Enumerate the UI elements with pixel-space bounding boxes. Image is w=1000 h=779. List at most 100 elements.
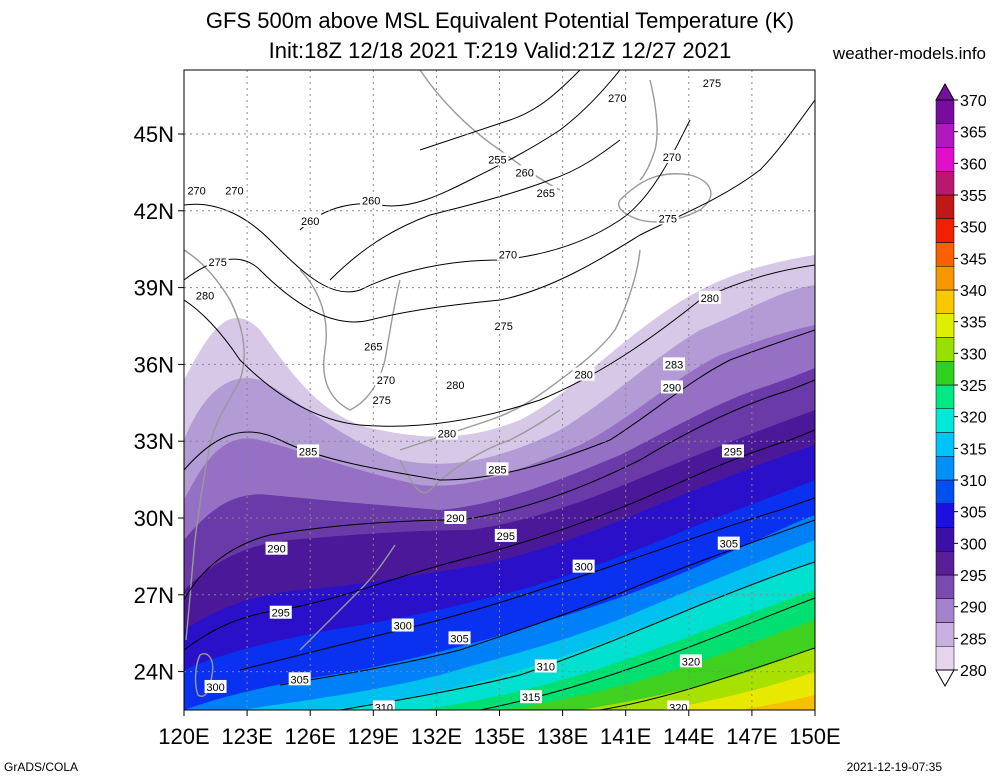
coast-korea xyxy=(299,269,401,411)
footer-timestamp: 2021-12-19-07:35 xyxy=(846,760,942,774)
colorbar-swatch xyxy=(935,598,955,623)
contour-260 xyxy=(299,70,621,231)
coast-hokkaido xyxy=(618,173,712,223)
colorbar-level-label: 340 xyxy=(960,283,987,300)
contour-label-text: 270 xyxy=(377,375,395,387)
contour-label-bg xyxy=(606,91,629,105)
contour-label-text: 305 xyxy=(720,539,738,551)
contour-label-bg xyxy=(444,377,467,391)
contour-label: 280 xyxy=(572,367,595,382)
colorbar-level-label: 320 xyxy=(960,410,987,427)
contour-label-bg xyxy=(700,75,723,89)
colorbar-swatch xyxy=(935,313,955,338)
contour-label-bg xyxy=(667,700,690,710)
contour-label-bg xyxy=(496,247,519,261)
contour-label: 300 xyxy=(204,679,227,694)
coast-japan-south xyxy=(399,409,561,494)
contour-label-text: 295 xyxy=(272,608,290,620)
coast-china xyxy=(184,249,245,641)
contour-label-bg xyxy=(679,654,702,668)
contour-305 xyxy=(279,519,815,686)
contour-label-bg xyxy=(288,672,311,686)
contour-275 xyxy=(184,99,815,323)
contour-300 xyxy=(239,497,815,671)
colorbar-bottom-arrow xyxy=(935,669,955,688)
contour-label-bg xyxy=(269,605,292,619)
contour-label-text: 285 xyxy=(299,446,317,458)
contour-label-bg xyxy=(297,444,320,458)
contour-label: 280 xyxy=(698,290,721,305)
lat-tick-label: 45N xyxy=(134,122,174,147)
contour-label-text: 300 xyxy=(574,562,592,574)
contour-label-text: 315 xyxy=(522,692,540,704)
contour-label-text: 290 xyxy=(446,513,464,525)
lat-tick-label: 36N xyxy=(134,352,174,377)
lon-tick-label: 141E xyxy=(600,724,651,749)
lon-tick-label: 150E xyxy=(789,724,840,749)
contour-label-text: 275 xyxy=(703,78,721,90)
contour-label-text: 270 xyxy=(187,185,205,197)
lon-tick-label: 120E xyxy=(158,724,209,749)
colorbar-level-label: 335 xyxy=(960,315,987,332)
contour-label-bg xyxy=(572,559,595,573)
contour-label-text: 265 xyxy=(537,188,555,200)
contour-label: 270 xyxy=(374,372,397,387)
colorbar-swatch xyxy=(935,622,955,647)
colorbar-swatch xyxy=(935,551,955,576)
contour-label: 255 xyxy=(486,152,509,167)
band-350 xyxy=(740,695,815,710)
grid-lines xyxy=(184,70,815,710)
contour-label: 260 xyxy=(299,214,322,228)
contour-label-bg xyxy=(185,183,208,197)
colorbar-swatch xyxy=(935,242,955,267)
contour-label: 290 xyxy=(444,511,467,525)
contour-290 xyxy=(184,379,815,601)
contour-label-text: 300 xyxy=(206,682,224,694)
lon-tick-label: 129E xyxy=(348,724,399,749)
contour-label: 275 xyxy=(700,75,723,90)
colorbar-swatch xyxy=(935,289,955,314)
contour-label-bg xyxy=(534,185,557,199)
contour-label-text: 310 xyxy=(537,661,555,673)
colorbar-level-label: 290 xyxy=(960,600,987,617)
colorbar-swatch xyxy=(935,194,955,219)
contour-label: 270 xyxy=(606,91,629,105)
contour-label-bg xyxy=(370,393,393,407)
contour-label-text: 295 xyxy=(497,531,515,543)
lat-tick-label: 33N xyxy=(134,429,174,454)
contour-label-text: 320 xyxy=(682,656,700,668)
contour-label-text: 285 xyxy=(488,464,506,476)
contour-label-text: 305 xyxy=(450,633,468,645)
contour-label: 260 xyxy=(360,193,383,208)
lat-tick-label: 27N xyxy=(134,583,174,608)
contour-label: 305 xyxy=(288,672,311,686)
colorbar-swatch xyxy=(935,266,955,291)
colorbar-swatch xyxy=(935,456,955,481)
contour-label: 280 xyxy=(435,426,458,441)
contour-label-bg xyxy=(265,541,288,555)
contour-label-text: 290 xyxy=(267,544,285,556)
map-panel: 270 2702752802602602552602652702752702752… xyxy=(184,70,815,710)
contour-label-text: 275 xyxy=(373,395,391,407)
lat-axis: 24N 27N 30N 33N 36N 39N 42N 45N xyxy=(134,122,184,685)
contour-label: 270 xyxy=(496,247,519,261)
contour-label: 270 xyxy=(223,183,246,197)
contour-lines xyxy=(184,70,815,710)
contour-label-text: 270 xyxy=(608,93,626,105)
contour-label-text: 275 xyxy=(495,321,513,333)
colorbar-level-label: 330 xyxy=(960,346,987,363)
contour-310 xyxy=(339,561,815,710)
contour-label: 315 xyxy=(520,690,543,704)
contour-label-bg xyxy=(698,290,721,304)
contour-label-text: 275 xyxy=(208,257,226,269)
contour-label: 295 xyxy=(269,605,292,620)
contour-label: 305 xyxy=(717,536,740,551)
contour-label-text: 280 xyxy=(446,380,464,392)
colorbar: 280 285 290 295 300 305 310 315 320 325 330 335 340 3… xyxy=(935,82,987,688)
colorbar-level-label: 310 xyxy=(960,473,987,490)
contour-label-text: 260 xyxy=(516,167,534,179)
contour-label-text: 270 xyxy=(225,185,243,197)
colorbar-level-label: 355 xyxy=(960,188,987,205)
contour-label: 283 xyxy=(663,357,686,371)
contour-label-text: 270 xyxy=(499,249,517,261)
